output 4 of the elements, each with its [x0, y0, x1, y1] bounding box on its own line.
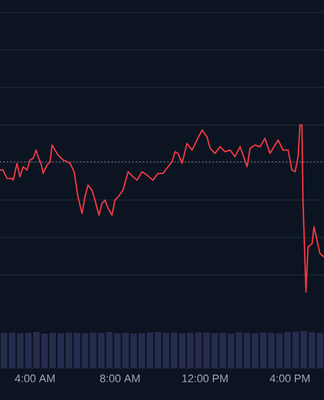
x-tick-label: 8:00 AM [100, 374, 140, 382]
x-tick-label: 4:00 PM [270, 374, 310, 382]
x-tick-label: 12:00 PM [182, 374, 228, 382]
x-tick-label: 4:00 AM [14, 374, 55, 382]
